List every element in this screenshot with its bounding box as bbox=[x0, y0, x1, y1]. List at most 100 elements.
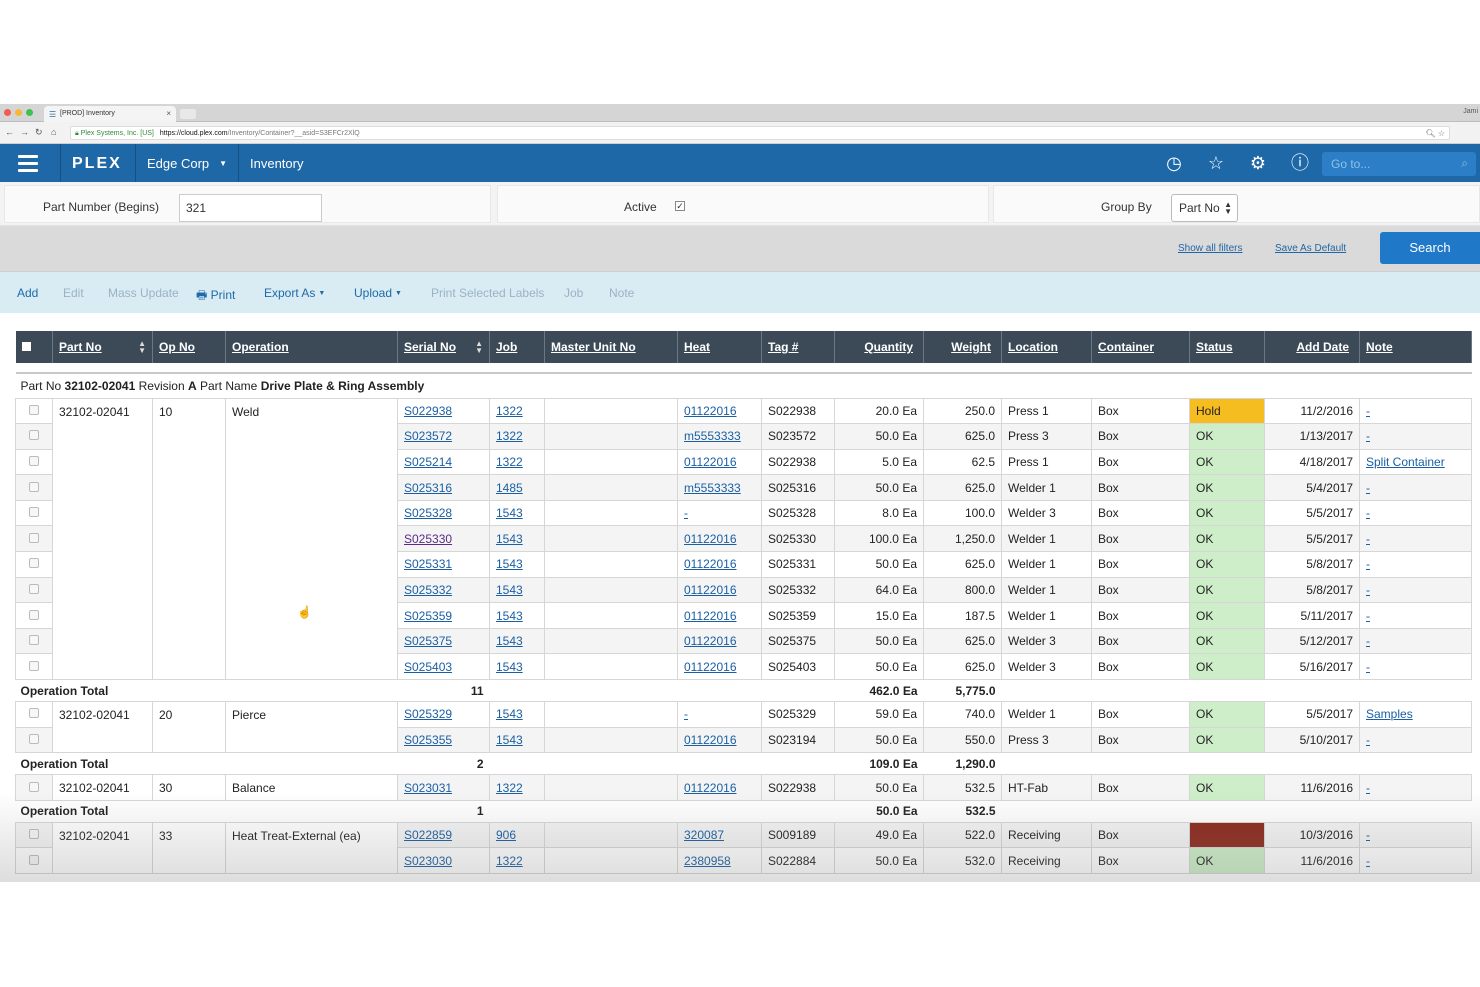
col-header[interactable]: Serial No ▲ ▼ bbox=[397, 331, 490, 363]
serial-no-link[interactable]: S025375 bbox=[404, 634, 453, 649]
job-link[interactable]: 1543 bbox=[496, 557, 523, 572]
row-checkbox[interactable] bbox=[29, 609, 39, 620]
browser-tab[interactable]: ☰ [PROD] Inventory × bbox=[44, 106, 176, 122]
job-link[interactable]: 1543 bbox=[496, 506, 523, 521]
col-header[interactable]: Job bbox=[489, 331, 545, 363]
note-link[interactable]: - bbox=[1366, 557, 1370, 572]
home-icon[interactable]: ⌂ bbox=[51, 127, 57, 137]
col-header[interactable]: Tag # bbox=[761, 331, 835, 363]
serial-no-link[interactable]: S022938 bbox=[404, 403, 453, 418]
heat-link[interactable]: 01122016 bbox=[684, 780, 737, 795]
note-link[interactable]: - bbox=[1366, 506, 1370, 521]
serial-no-link[interactable]: S025214 bbox=[404, 454, 453, 469]
add-button[interactable]: Add bbox=[17, 286, 39, 300]
part-number-input[interactable]: 321 bbox=[179, 194, 322, 222]
export-as-menu[interactable]: Export As ▼ bbox=[264, 286, 325, 300]
note-link[interactable]: - bbox=[1366, 853, 1370, 868]
new-tab-button[interactable] bbox=[180, 109, 196, 119]
note-link[interactable]: - bbox=[1366, 429, 1370, 444]
note-link[interactable]: - bbox=[1366, 828, 1370, 843]
note-link[interactable]: - bbox=[1366, 608, 1370, 623]
active-checkbox[interactable]: ✓ bbox=[675, 201, 685, 211]
row-checkbox[interactable] bbox=[29, 455, 39, 466]
note-link[interactable]: - bbox=[1366, 634, 1370, 649]
row-checkbox-cell[interactable] bbox=[15, 423, 53, 450]
row-checkbox-cell[interactable] bbox=[15, 448, 53, 476]
job-link[interactable]: 1322 bbox=[496, 780, 523, 795]
row-checkbox-cell[interactable] bbox=[15, 576, 53, 604]
heat-link[interactable]: - bbox=[684, 506, 688, 521]
row-checkbox[interactable] bbox=[29, 532, 39, 543]
row-checkbox-cell[interactable] bbox=[15, 726, 53, 754]
heat-link[interactable]: 01122016 bbox=[684, 531, 737, 546]
close-window-button[interactable] bbox=[4, 109, 11, 116]
col-header[interactable]: Weight bbox=[923, 331, 1002, 363]
serial-no-link[interactable]: S022859 bbox=[404, 828, 453, 843]
serial-no-link[interactable]: S025331 bbox=[404, 557, 453, 572]
serial-no-link[interactable]: S025330 bbox=[404, 531, 453, 546]
row-checkbox[interactable] bbox=[29, 404, 39, 415]
goto-search-input[interactable]: Go to... ⌕ bbox=[1322, 152, 1476, 176]
serial-no-link[interactable]: S025316 bbox=[404, 480, 453, 495]
note-link[interactable]: Split Container bbox=[1366, 454, 1445, 469]
job-link[interactable]: 1543 bbox=[496, 608, 523, 623]
serial-no-link[interactable]: S023572 bbox=[404, 429, 453, 444]
serial-no-link[interactable]: S025403 bbox=[404, 659, 453, 674]
menu-icon[interactable] bbox=[18, 155, 38, 176]
job-link[interactable]: 1322 bbox=[496, 403, 523, 418]
note-link[interactable]: - bbox=[1366, 659, 1370, 674]
forward-icon[interactable]: → bbox=[20, 127, 29, 137]
row-checkbox[interactable] bbox=[29, 430, 39, 441]
serial-no-link[interactable]: S023031 bbox=[404, 780, 453, 795]
group-by-select[interactable]: Part No ▲ ▼ bbox=[1171, 194, 1238, 222]
note-link[interactable]: - bbox=[1366, 531, 1370, 546]
bookmark-star-icon[interactable]: 🔍︎ ☆ bbox=[1425, 129, 1445, 138]
heat-link[interactable]: 01122016 bbox=[684, 557, 737, 572]
row-checkbox-cell[interactable] bbox=[15, 602, 53, 629]
help-icon[interactable]: ⓘ bbox=[1291, 153, 1309, 173]
row-checkbox-cell[interactable] bbox=[15, 847, 53, 874]
row-checkbox-cell[interactable] bbox=[15, 474, 53, 501]
col-header[interactable]: Container bbox=[1091, 331, 1190, 363]
close-icon[interactable]: × bbox=[166, 109, 171, 118]
heat-link[interactable]: 01122016 bbox=[684, 659, 737, 674]
heat-link[interactable]: m5553333 bbox=[684, 480, 741, 495]
heat-link[interactable]: 01122016 bbox=[684, 454, 737, 469]
heat-link[interactable]: m5553333 bbox=[684, 429, 741, 444]
job-link[interactable]: 1322 bbox=[496, 454, 523, 469]
company-selector[interactable]: Edge Corp ▼ bbox=[147, 156, 227, 171]
job-link[interactable]: 1485 bbox=[496, 480, 523, 495]
row-checkbox[interactable] bbox=[29, 558, 39, 569]
row-checkbox-cell[interactable] bbox=[15, 774, 53, 801]
heat-link[interactable]: 320087 bbox=[684, 828, 725, 843]
job-link[interactable]: 1322 bbox=[496, 429, 523, 444]
row-checkbox-cell[interactable] bbox=[15, 653, 53, 681]
job-link[interactable]: 1543 bbox=[496, 707, 523, 722]
job-link[interactable]: 1543 bbox=[496, 732, 523, 747]
serial-no-link[interactable]: S025359 bbox=[404, 608, 453, 623]
row-checkbox[interactable] bbox=[29, 507, 39, 518]
minimize-window-button[interactable] bbox=[15, 109, 22, 116]
col-header[interactable]: Part No ▲ ▼ bbox=[52, 331, 153, 363]
mass-update-button[interactable]: Mass Update bbox=[108, 286, 179, 300]
row-checkbox[interactable] bbox=[29, 829, 39, 840]
note-link[interactable]: Samples bbox=[1366, 707, 1413, 722]
clock-icon[interactable]: ◷ bbox=[1166, 153, 1182, 173]
col-header[interactable]: Master Unit No bbox=[544, 331, 678, 363]
job-link[interactable]: 1322 bbox=[496, 853, 523, 868]
row-checkbox-cell[interactable] bbox=[15, 701, 53, 728]
job-link[interactable]: 1543 bbox=[496, 531, 523, 546]
note-link[interactable]: - bbox=[1366, 732, 1370, 747]
print-selected-labels-button[interactable]: Print Selected Labels bbox=[431, 286, 545, 300]
row-checkbox-cell[interactable] bbox=[15, 551, 53, 578]
row-checkbox-cell[interactable] bbox=[15, 821, 53, 849]
row-checkbox-cell[interactable] bbox=[15, 525, 53, 553]
reload-icon[interactable]: ↻ bbox=[35, 127, 43, 137]
serial-no-link[interactable]: S023030 bbox=[404, 853, 453, 868]
job-link[interactable]: 1543 bbox=[496, 634, 523, 649]
job-button[interactable]: Job bbox=[564, 286, 584, 300]
row-checkbox[interactable] bbox=[29, 708, 39, 719]
row-checkbox-cell[interactable] bbox=[15, 499, 53, 527]
heat-link[interactable]: 01122016 bbox=[684, 608, 737, 623]
heat-link[interactable]: 01122016 bbox=[684, 403, 737, 418]
